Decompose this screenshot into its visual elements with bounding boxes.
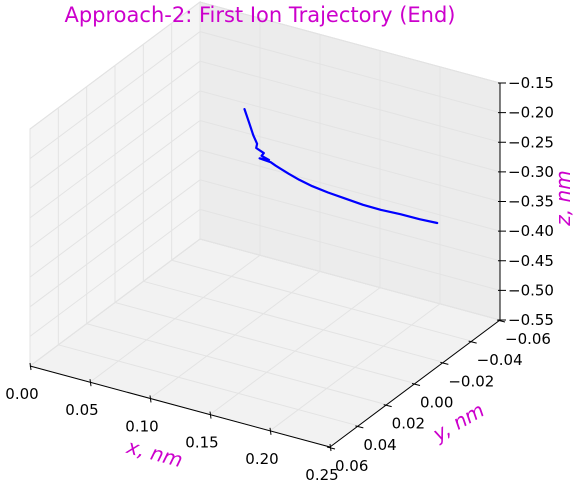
z-tick-label: −0.35 xyxy=(508,193,554,211)
x-tick-label: 0.10 xyxy=(125,417,158,435)
chart-title: Approach-2: First Ion Trajectory (End) xyxy=(64,3,455,27)
y-tick-label: −0.04 xyxy=(477,351,523,369)
axis-ticks: 0.00 0.05 0.10 0.15 0.20 0.25 −0.06 −0.04 −0.02 0… xyxy=(5,74,554,484)
z-gridline xyxy=(29,60,501,189)
z-tick-label: −0.15 xyxy=(508,74,554,92)
z-axis-label: z, nm xyxy=(551,170,575,226)
x-tick-label: 0.00 xyxy=(5,385,38,403)
z-gridline xyxy=(29,1,501,130)
x-tick-mark xyxy=(209,411,212,419)
y-tick-mark xyxy=(383,404,392,408)
x-tick-mark xyxy=(149,395,152,403)
x-tick-label: 0.20 xyxy=(245,450,278,468)
x-tick-label: 0.05 xyxy=(65,401,98,419)
x-tick-label: 0.25 xyxy=(305,466,338,484)
z-gridline xyxy=(29,238,501,367)
x-axis-label: x, nm xyxy=(123,434,185,472)
y-tick-mark xyxy=(440,361,449,365)
z-tick-label: −0.25 xyxy=(508,133,554,151)
z-tick-label: −0.55 xyxy=(508,311,554,329)
y-tick-label: 0.02 xyxy=(392,415,425,433)
y-tick-label: 0.06 xyxy=(335,457,368,475)
y-axis-line xyxy=(329,319,501,448)
z-gridline xyxy=(29,119,501,248)
z-gridline xyxy=(29,31,501,160)
x-axis-line xyxy=(29,365,331,448)
y-tick-label: −0.06 xyxy=(505,330,551,348)
trajectory-line xyxy=(243,107,439,225)
z-tick-label: −0.40 xyxy=(508,222,554,240)
z-tick-label: −0.50 xyxy=(508,281,554,299)
trajectory-series xyxy=(243,107,439,225)
y-tick-label: 0.00 xyxy=(420,394,453,412)
y-tick-label: 0.04 xyxy=(363,436,396,454)
x-tick-mark xyxy=(29,362,32,371)
x-tick-mark xyxy=(269,427,272,435)
z-gridline xyxy=(29,149,501,278)
z-gridline xyxy=(29,208,501,337)
z-gridline xyxy=(29,179,501,308)
y-tick-mark xyxy=(355,425,364,429)
z-gridline xyxy=(29,90,501,219)
y-tick-mark xyxy=(326,446,336,450)
y-tick-label: −0.02 xyxy=(448,372,494,390)
y-tick-mark xyxy=(411,383,421,386)
y-tick-mark xyxy=(468,340,477,344)
x-tick-mark xyxy=(89,379,92,387)
x-tick-label: 0.15 xyxy=(185,434,218,452)
z-tick-label: −0.45 xyxy=(508,252,554,270)
z-tick-label: −0.30 xyxy=(508,163,554,181)
z-tick-label: −0.20 xyxy=(508,104,554,122)
